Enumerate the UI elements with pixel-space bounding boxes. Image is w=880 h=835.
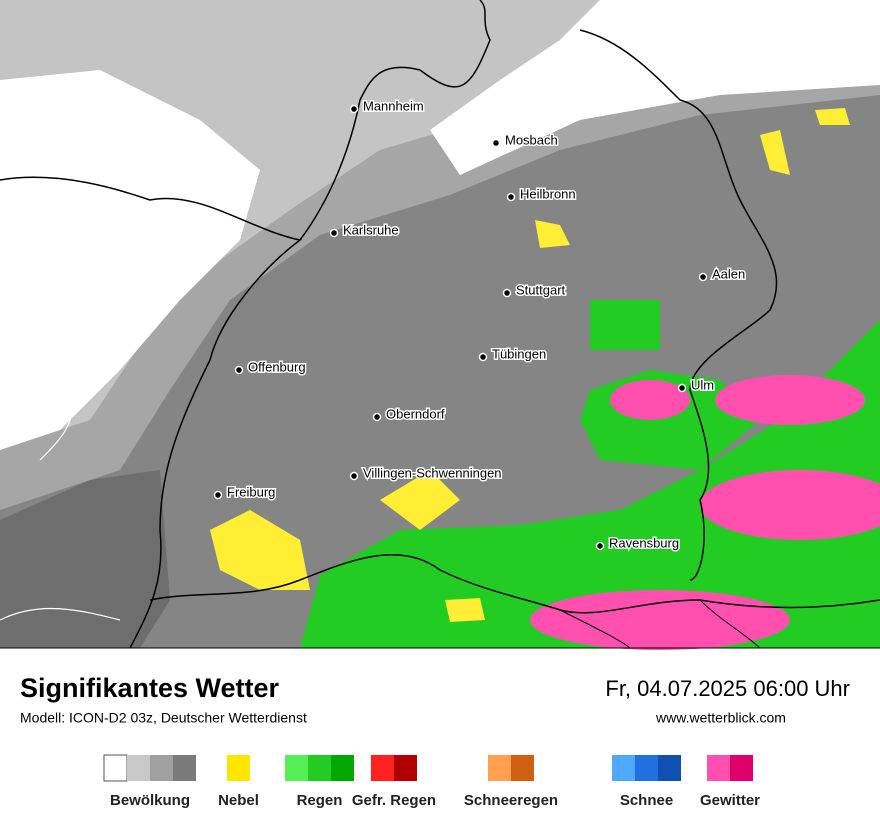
city-dot [502,288,512,298]
border-minor [559,599,761,649]
city-dot [698,272,708,282]
fog [815,108,850,125]
fog [210,510,310,590]
legend-swatch [612,755,635,781]
city-dot [234,365,244,375]
city-label: Tübingen [492,346,546,361]
legend-swatch [658,755,681,781]
city-label: Offenburg [248,359,306,374]
legend-label: Schnee [620,792,673,809]
border [0,176,302,649]
legend-swatch [331,755,354,781]
city-label: Karlsruhe [343,222,399,237]
date: Fr, 04.07.2025 06:00 Uhr [605,676,850,701]
legend-swatch [173,755,196,781]
cloud-dark [0,470,170,648]
city-label: Freiburg [227,484,275,499]
fog [445,598,485,622]
city-label: Oberndorf [386,406,445,421]
website: www.wetterblick.com [655,710,786,726]
city-dot [329,228,339,238]
city-label: Villingen-Schwenningen [363,465,502,480]
thunderstorm [610,380,690,420]
city-dot [677,383,687,393]
thunderstorm [530,590,790,650]
fog [380,470,460,530]
cities: Mannheim Mosbach Heilbronn Karlsruhe Aalen St… [213,97,747,552]
thunderstorm [700,470,880,540]
legend-label: Bewölkung [110,792,190,809]
map [0,0,880,650]
city-dot [595,541,605,551]
city-label: Mannheim [363,98,424,113]
subtitle: Modell: ICON-D2 03z, Deutscher Wetterdie… [20,710,307,726]
legend-label: Schneeregen [464,792,558,809]
city-label: Aalen [712,266,745,281]
city-dot [349,471,359,481]
legend-label: Nebel [218,792,259,809]
fog [535,220,570,248]
title: Signifikantes Wetter [20,673,280,703]
legend-swatch [707,755,730,781]
legend-swatch [394,755,417,781]
city-label: Ulm [691,377,714,392]
city-dot [349,104,359,114]
thunderstorm [715,375,865,425]
legend-swatch [308,755,331,781]
city-dot [506,192,516,202]
rain [300,320,880,648]
city-dot [478,352,488,362]
cloud-lighter [0,0,880,450]
legend-swatch [371,755,394,781]
legend-swatch [227,755,250,781]
legend-label: Regen [297,792,343,809]
city-label: Mosbach [505,132,558,147]
border-minor [0,329,121,621]
city-dot [213,490,223,500]
legend-swatch [730,755,753,781]
cloud-free [0,70,260,450]
city-label: Stuttgart [516,282,566,297]
city-dot [372,412,382,422]
rain [590,300,660,350]
legend-swatch [635,755,658,781]
border [299,0,491,241]
border [149,553,880,614]
city-label: Heilbronn [520,186,576,201]
legend-swatch [103,754,128,782]
legend-swatch [488,755,511,781]
legend-swatch [511,755,534,781]
fog [760,130,790,175]
legend-swatch [127,755,150,781]
border [579,29,778,581]
city-label: Ravensburg [609,535,679,550]
legend-swatch [150,755,173,781]
legend-label: Gewitter [700,792,760,809]
cloud-free [430,0,880,175]
legend: Bewölkung Nebel Regen Gefr. Regen Schneerege… [103,754,760,809]
legend-swatch [285,755,308,781]
city-dot [491,138,501,148]
legend-label: Gefr. Regen [352,792,436,809]
